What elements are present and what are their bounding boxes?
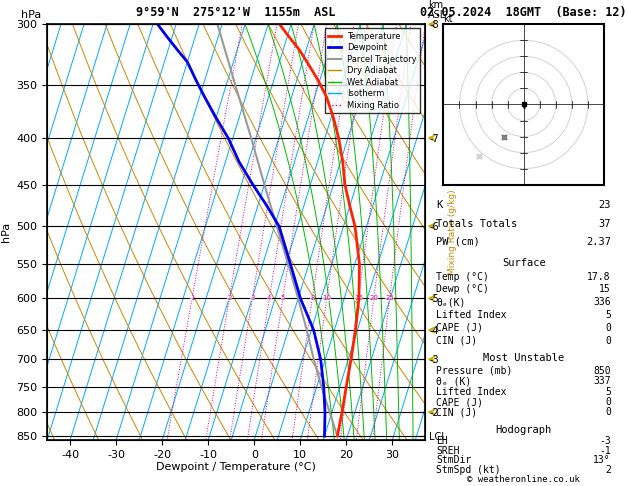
Text: 0: 0 [605,397,611,407]
Text: 0: 0 [605,336,611,346]
Text: 15: 15 [599,284,611,295]
Text: 9°59'N  275°12'W  1155m  ASL: 9°59'N 275°12'W 1155m ASL [136,6,336,18]
Text: kt: kt [443,14,453,23]
Text: Pressure (mb): Pressure (mb) [437,366,513,376]
Text: 337: 337 [593,376,611,386]
Legend: Temperature, Dewpoint, Parcel Trajectory, Dry Adiabat, Wet Adiabat, Isotherm, Mi: Temperature, Dewpoint, Parcel Trajectory… [325,29,420,113]
Text: 0: 0 [605,323,611,333]
Text: 4: 4 [267,295,272,301]
Text: 0: 0 [605,407,611,417]
Text: Totals Totals: Totals Totals [437,219,518,229]
Text: -1: -1 [599,446,611,456]
Text: Mixing Ratio (g/kg): Mixing Ratio (g/kg) [448,189,457,275]
Text: StmDir: StmDir [437,455,472,466]
Text: 5: 5 [281,295,285,301]
Text: Dewp (°C): Dewp (°C) [437,284,489,295]
Text: 23: 23 [598,200,611,210]
Text: © weatheronline.co.uk: © weatheronline.co.uk [467,474,580,484]
Text: 8: 8 [310,295,314,301]
Text: K: K [437,200,443,210]
Text: CAPE (J): CAPE (J) [437,323,484,333]
Text: Lifted Index: Lifted Index [437,386,507,397]
Text: 2: 2 [605,465,611,475]
Text: 02.05.2024  18GMT  (Base: 12): 02.05.2024 18GMT (Base: 12) [420,6,627,18]
Text: 5: 5 [605,386,611,397]
Text: Lifted Index: Lifted Index [437,310,507,320]
Text: StmSpd (kt): StmSpd (kt) [437,465,501,475]
Text: CAPE (J): CAPE (J) [437,397,484,407]
Text: 17.8: 17.8 [587,272,611,282]
Text: 2: 2 [227,295,231,301]
X-axis label: Dewpoint / Temperature (°C): Dewpoint / Temperature (°C) [156,462,316,472]
Text: 1: 1 [190,295,194,301]
Text: 336: 336 [593,297,611,307]
Text: 25: 25 [385,295,394,301]
Text: CIN (J): CIN (J) [437,407,477,417]
Text: -3: -3 [599,436,611,446]
Text: 16: 16 [354,295,363,301]
Text: 5: 5 [605,310,611,320]
Text: 13°: 13° [593,455,611,466]
Text: Surface: Surface [502,259,545,268]
Text: EH: EH [437,436,448,446]
Text: Most Unstable: Most Unstable [483,353,564,363]
Text: θₑ (K): θₑ (K) [437,376,472,386]
Text: SREH: SREH [437,446,460,456]
Text: km
ASL: km ASL [428,0,447,20]
Text: θₑ(K): θₑ(K) [437,297,466,307]
Y-axis label: hPa: hPa [1,222,11,242]
Text: 37: 37 [598,219,611,229]
Text: 850: 850 [593,366,611,376]
Text: CIN (J): CIN (J) [437,336,477,346]
Text: 10: 10 [322,295,331,301]
Text: PW (cm): PW (cm) [437,237,480,247]
Text: 20: 20 [369,295,378,301]
Text: hPa: hPa [21,10,41,20]
Text: 2.37: 2.37 [586,237,611,247]
Text: Temp (°C): Temp (°C) [437,272,489,282]
Text: Hodograph: Hodograph [496,425,552,435]
Text: 3: 3 [250,295,255,301]
